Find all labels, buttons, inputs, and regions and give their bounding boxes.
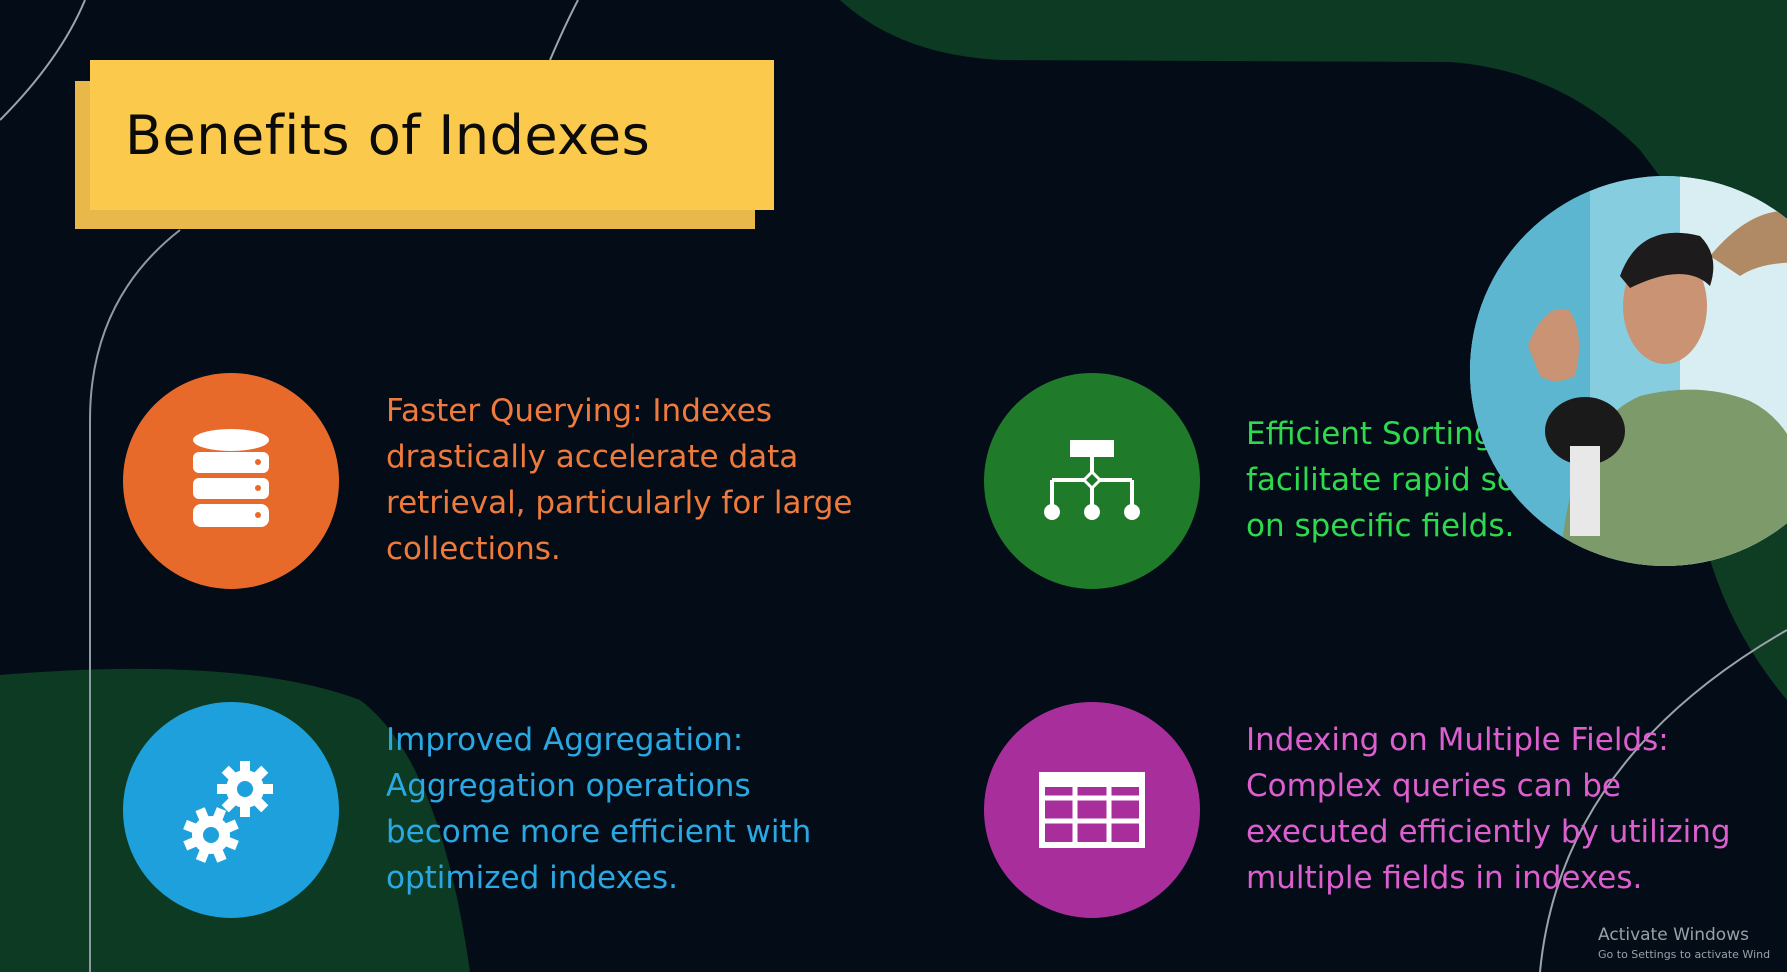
watermark-line-1: Activate Windows	[1598, 925, 1749, 945]
table-icon	[1039, 772, 1145, 848]
multiple-fields-text: Indexing on Multiple Fields: Complex que…	[1246, 722, 1731, 896]
efficient-sorting-badge	[984, 373, 1200, 589]
activate-windows-watermark: Activate Windows Go to Settings to activ…	[1598, 925, 1770, 961]
watermark-line-2: Go to Settings to activate Wind	[1598, 948, 1771, 961]
faster-querying-badge	[123, 373, 339, 589]
gears-icon	[183, 761, 273, 863]
faster-querying-text: Faster Querying: Indexes drastically acc…	[386, 393, 853, 567]
hierarchy-icon	[1044, 440, 1140, 520]
multiple-fields-badge	[984, 702, 1200, 918]
improved-aggregation-badge	[123, 702, 339, 918]
slide-title: Benefits of Indexes	[125, 103, 651, 167]
title-box: Benefits of Indexes	[90, 60, 774, 210]
webcam-overlay	[1470, 176, 1787, 566]
improved-aggregation-text: Improved Aggregation: Aggregation operat…	[386, 722, 812, 896]
database-icon	[193, 429, 269, 527]
efficient-sorting-text: Efficient Sorting facilitate rapid so on…	[1246, 416, 1516, 544]
